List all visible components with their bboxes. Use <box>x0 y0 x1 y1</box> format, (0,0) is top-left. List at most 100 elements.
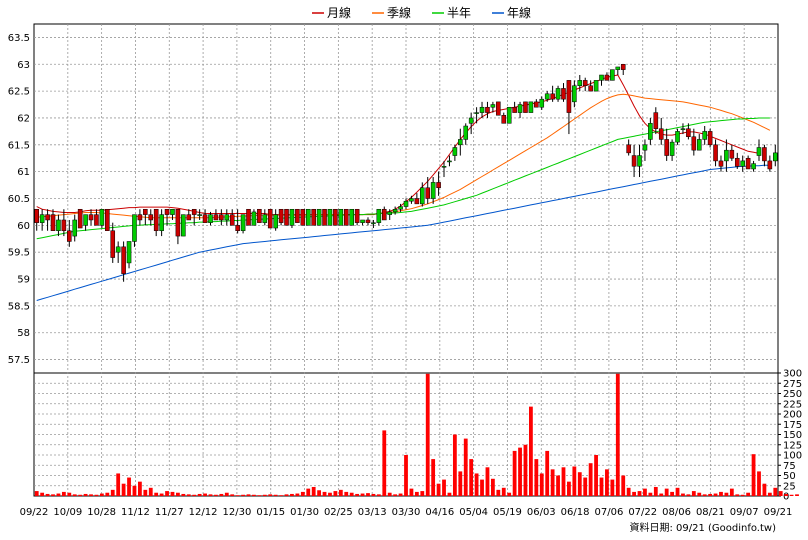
candle-body <box>267 208 273 229</box>
candle-body <box>620 64 626 70</box>
volume-bar <box>382 430 387 496</box>
volume-bar <box>681 493 685 496</box>
candle-body <box>343 208 349 226</box>
candle-body <box>696 139 702 151</box>
volume-bar <box>572 466 577 496</box>
volume-bar <box>610 479 615 496</box>
volume-bar <box>697 492 702 496</box>
price-tick-label: 57.5 <box>8 355 30 366</box>
candle-body <box>582 80 588 86</box>
volume-tick-label: 200 <box>783 410 802 421</box>
volume-bar <box>83 493 88 496</box>
volume-bar <box>474 473 479 496</box>
candle-body <box>593 80 599 92</box>
grid <box>34 24 778 496</box>
volume-bar <box>773 487 778 496</box>
volume-bar <box>729 488 734 496</box>
volume-bar <box>61 491 66 496</box>
candle-body <box>517 104 523 113</box>
candle-body <box>333 208 338 226</box>
candle-body <box>289 208 295 226</box>
candle-body <box>284 208 289 226</box>
candle-body <box>56 219 61 231</box>
date-tick-label: 03/13 <box>358 507 387 518</box>
candle-body <box>566 80 572 113</box>
candle-body <box>675 131 680 143</box>
candle-body <box>159 214 164 231</box>
volume-bar <box>605 469 609 496</box>
candle-body <box>387 211 392 215</box>
volume-bar <box>300 491 305 496</box>
volume-bar <box>366 493 370 496</box>
candle-body <box>61 219 67 231</box>
date-tick-label: 07/06 <box>594 507 623 518</box>
date-tick-label: 11/12 <box>121 507 150 518</box>
volume-bar <box>268 494 273 496</box>
volume-bar <box>789 494 794 496</box>
volume-bar <box>561 467 566 496</box>
date-tick-label: 08/21 <box>696 507 725 518</box>
volume-bar <box>333 491 338 496</box>
price-tick-label: 60.5 <box>8 194 30 205</box>
candle-body <box>637 155 642 167</box>
volume-bar <box>643 488 647 496</box>
candle-body <box>126 241 132 264</box>
candle-body <box>485 106 490 113</box>
volume-bar <box>458 471 463 496</box>
candle-body <box>137 214 143 221</box>
candle-body <box>354 208 360 223</box>
volume-bar <box>583 477 588 496</box>
candle-body <box>305 208 311 226</box>
volume-bar <box>105 492 110 496</box>
candle-body <box>648 123 653 140</box>
volume-tick-label: 0 <box>783 492 789 503</box>
volume-bar <box>246 494 251 496</box>
volume-bar <box>45 493 50 496</box>
candle-body <box>94 214 99 226</box>
volume-bar <box>214 494 218 496</box>
volume-bar <box>99 493 104 496</box>
candle-body <box>360 219 365 223</box>
candle-body <box>365 219 371 223</box>
candle-body <box>34 208 40 223</box>
volume-bar <box>496 489 501 496</box>
volume-bar <box>588 463 593 496</box>
volume-bar <box>78 494 83 496</box>
moving-average-lines <box>36 74 771 301</box>
legend: 月線 季線 半年 年線 <box>312 5 531 20</box>
candle-body <box>175 208 181 237</box>
candle-body <box>506 106 512 124</box>
volume-bar <box>197 493 202 496</box>
volume-bar <box>338 489 343 496</box>
volume-bar <box>485 467 490 496</box>
volume-bar <box>664 488 669 496</box>
candle-body <box>311 208 316 226</box>
volume-bar <box>219 493 224 496</box>
price-tick-label: 63 <box>17 60 30 71</box>
candle-body <box>534 101 539 108</box>
volume-bar <box>713 493 718 496</box>
volume-bar <box>480 479 484 496</box>
date-tick-label: 01/30 <box>290 507 319 518</box>
candle-body <box>734 157 740 167</box>
candle-body <box>458 139 463 146</box>
price-tick-label: 58.5 <box>8 301 30 312</box>
candle-body <box>686 128 691 138</box>
candle-body <box>88 214 94 221</box>
volume-bar <box>371 493 376 496</box>
volume-bar <box>637 491 642 496</box>
ma60-line <box>36 93 771 219</box>
candle-body <box>191 208 197 215</box>
volume-bar <box>203 493 207 496</box>
candle-body <box>224 214 230 221</box>
date-tick-label: 09/22 <box>20 507 49 518</box>
volume-bar <box>121 483 126 496</box>
volume-bar <box>94 494 99 496</box>
volume-bar <box>143 489 148 496</box>
candle-body <box>474 112 479 114</box>
candle-body <box>745 157 751 170</box>
volume-bar <box>295 493 300 496</box>
candle-body <box>273 214 278 229</box>
